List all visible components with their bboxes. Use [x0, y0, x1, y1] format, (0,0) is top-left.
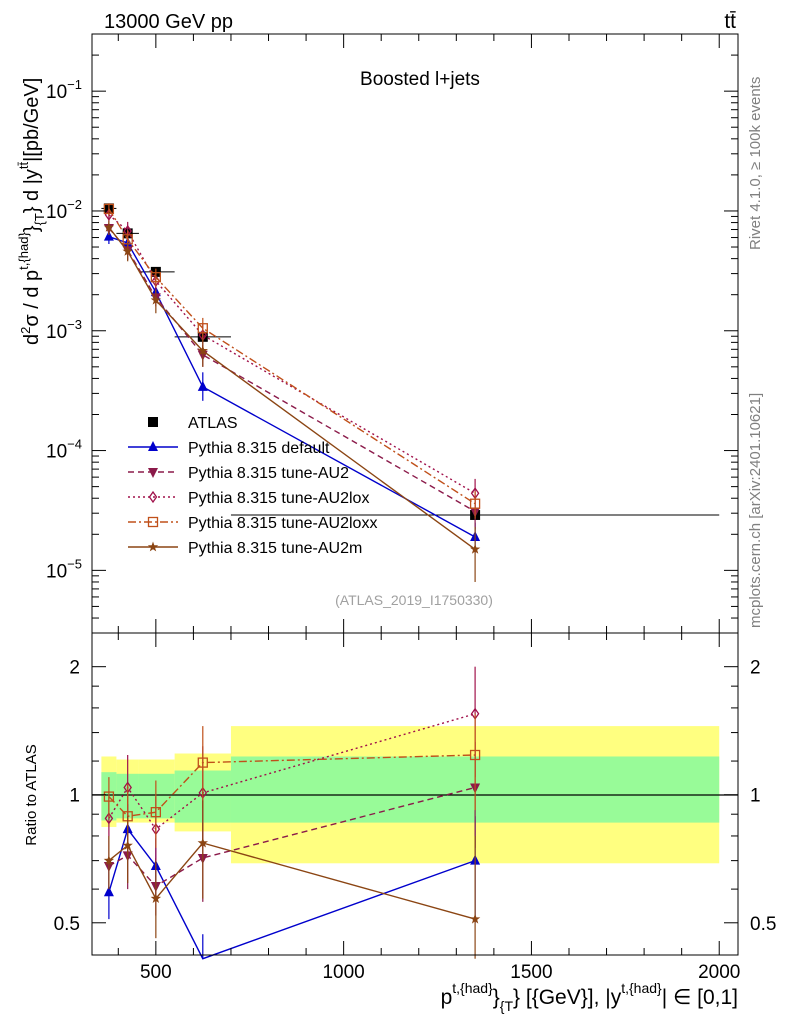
energy-label: 13000 GeV pp [104, 11, 233, 33]
x-tick-label: 1500 [510, 962, 552, 983]
ratio-series-3 [103, 713, 481, 856]
ratio-point [197, 757, 208, 768]
legend-item: Pythia 8.315 tune-AU2 [128, 465, 349, 482]
ratio-y-tick-label-right: 1 [750, 786, 761, 807]
svg-text:pt,{had}}{T} [{GeV}], |yt,{had: pt,{had}}{T} [{GeV}], |yt,{had}| ∈ [0,1] [441, 980, 738, 1014]
ratio-point [150, 893, 162, 903]
main-y-axis: 10−1 10−2 10−3 10−4 10−5 [46, 54, 738, 634]
data-point [197, 380, 208, 391]
x-tick-label: 1000 [322, 962, 364, 983]
ratio-series-group [103, 666, 481, 960]
ratio-y-tick-label: 1 [69, 786, 80, 807]
data-point [122, 245, 133, 256]
ratio-point [103, 855, 115, 866]
legend-label: Pythia 8.315 tune-AU2lox [188, 490, 369, 507]
legend-item: ATLAS [148, 415, 238, 432]
legend-label: Pythia 8.315 tune-AU2m [188, 540, 362, 557]
legend-marker [148, 468, 158, 478]
data-point [197, 323, 208, 334]
series-4 [103, 203, 481, 519]
ratio-y-tick-label: 0.5 [54, 914, 80, 935]
x-axis-label: pt,{had}}{T} [{GeV}], |yt,{had}| ∈ [0,1] [441, 980, 738, 1014]
legend-item: Pythia 8.315 tune-AU2m [128, 540, 362, 557]
data-point [103, 203, 115, 215]
data-point [103, 221, 115, 232]
legend-label: Pythia 8.315 default [188, 440, 330, 457]
main-y-axis-label: d2σ / d pt,{had}}{T} d |ytt̄|[pb/GeV] [16, 78, 47, 345]
legend-marker [148, 417, 158, 427]
legend-label: Pythia 8.315 tune-AU2loxx [188, 515, 377, 532]
series-5 [103, 220, 481, 582]
ratio-y-axis-label: Ratio to ATLAS [23, 744, 40, 845]
ratio-point [104, 812, 114, 825]
legend-item: Pythia 8.315 default [128, 440, 330, 457]
stat-uncertainty-band [138, 773, 175, 819]
legend-label: Pythia 8.315 tune-AU2 [188, 465, 349, 482]
ratio-point [469, 913, 481, 924]
mcplots-label: mcplots.cern.ch [arXiv:2401.10621] [747, 393, 764, 628]
legend-marker [148, 490, 158, 504]
x-axis: 500 1000 1500 2000 [117, 633, 740, 983]
series-line [108, 208, 476, 505]
data-point [150, 272, 161, 283]
data-point [150, 294, 162, 305]
ratio-point [150, 807, 161, 818]
ratio-y-tick-label-right: 2 [750, 658, 761, 679]
ratio-point [469, 749, 481, 761]
main-panel: Boosted l+jets (ATLAS_2019_I1750330) ATL… [46, 33, 739, 634]
chart-title: Boosted l+jets [360, 69, 480, 90]
x-tick-label: 500 [140, 962, 172, 983]
legend-label: ATLAS [188, 415, 238, 432]
y-tick-label: 10−3 [46, 317, 82, 343]
legend-item: Pythia 8.315 tune-AU2lox [128, 490, 369, 507]
legend-marker [148, 441, 158, 451]
ratio-point [103, 886, 114, 897]
legend: ATLAS Pythia 8.315 default Pythia 8.315 tu… [128, 415, 377, 557]
main-series-group [101, 203, 720, 582]
ratio-frame [91, 632, 739, 956]
data-point [469, 543, 481, 554]
y-tick-label: 10−1 [46, 77, 82, 103]
ratio-point [197, 837, 208, 848]
ratio-y-tick-label: 2 [69, 658, 80, 679]
y-tick-label: 10−2 [46, 197, 82, 223]
svg-text:d2σ / d pt,{had}}{T} d |ytt̄: d2σ / d pt,{had}}{T} d |ytt̄|[pb/GeV] [16, 78, 47, 345]
series-line [108, 214, 476, 494]
legend-marker [147, 516, 159, 528]
ratio-panel: 0.5 0.5 1 1 2 2 500 1000 1500 2000 Ratio to ATLA… [23, 632, 777, 983]
ratio-point [122, 839, 133, 850]
data-point [197, 345, 208, 356]
data-point [103, 230, 114, 241]
legend-marker [147, 541, 159, 552]
ratio-y-axis: 0.5 0.5 1 1 2 2 [54, 658, 777, 935]
x-tick-label: 2000 [698, 962, 740, 983]
y-tick-label: 10−5 [46, 556, 82, 582]
watermark-label: (ATLAS_2019_I1750330) [335, 592, 493, 608]
data-point [469, 498, 481, 509]
y-tick-label: 10−4 [46, 437, 82, 463]
ratio-series-4 [103, 800, 481, 959]
ratio-point [103, 791, 115, 802]
process-label: tt̄ [724, 10, 736, 33]
legend-item: Pythia 8.315 tune-AU2loxx [128, 515, 377, 532]
ratio-y-tick-label-right: 0.5 [750, 914, 776, 935]
rivet-label: Rivet 4.1.0, ≥ 100k events [747, 77, 764, 250]
